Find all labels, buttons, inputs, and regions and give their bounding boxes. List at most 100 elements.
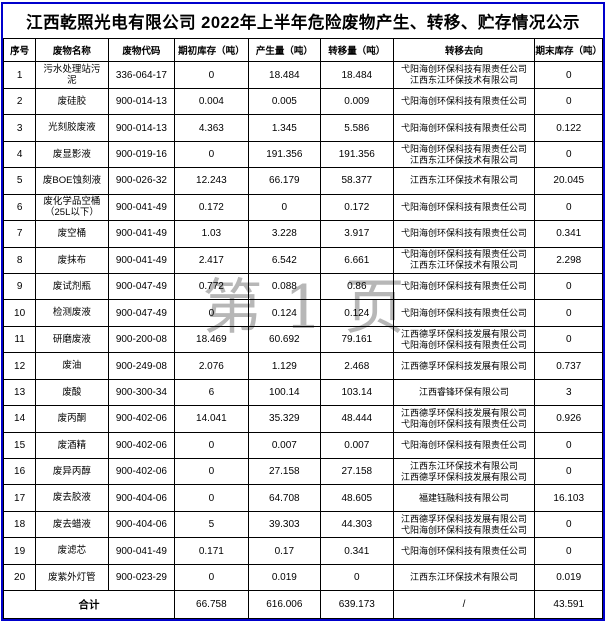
row-number-cell: 19 bbox=[2, 537, 37, 565]
transfer-destination-cell: 弋阳海创环保科技有限责任公司 江西东江环保技术有限公司 bbox=[392, 246, 536, 274]
waste-name-cell: 废酸 bbox=[35, 378, 109, 407]
opening-stock-cell: 1.03 bbox=[174, 220, 249, 248]
page-title: 江西乾照光电有限公司 2022年上半年危险废物产生、转移、贮存情况公示 bbox=[3, 4, 603, 40]
row-number-cell: 15 bbox=[2, 431, 37, 460]
column-header-row: 序号 废物名称 废物代码 期初库存（吨） 产生量（吨） 转移量（吨） 转移去向 … bbox=[2, 38, 603, 63]
opening-stock-cell: 0.171 bbox=[174, 537, 249, 565]
waste-code-cell: 336-064-17 bbox=[107, 61, 176, 89]
waste-code-cell: 900-023-29 bbox=[107, 563, 176, 592]
opening-stock-cell: 0 bbox=[174, 431, 249, 460]
closing-stock-cell: 0 bbox=[534, 140, 603, 169]
transferred-cell: 58.377 bbox=[320, 167, 394, 195]
transferred-cell: 44.303 bbox=[320, 510, 394, 539]
table-row: 10 检测废液 900-047-49 0 0.124 0.124 弋阳海创环保科技有限责任公… bbox=[2, 299, 603, 327]
row-number-cell: 5 bbox=[2, 167, 37, 195]
table-row: 2 废硅胶 900-014-13 0.004 0.005 0.009 弋阳海创环保科技有限责… bbox=[2, 87, 603, 116]
transferred-cell: 48.605 bbox=[320, 484, 394, 512]
opening-stock-cell: 2.076 bbox=[174, 352, 249, 380]
produced-cell: 6.542 bbox=[247, 246, 322, 274]
closing-stock-cell: 0.341 bbox=[534, 220, 603, 248]
destination-company: 弋阳海创环保科技有限责任公司 bbox=[400, 418, 527, 429]
total-closing-cell: 43.591 bbox=[534, 590, 603, 619]
transfer-destination-cell: 江西德孚环保科技发展有限公司 弋阳海创环保科技有限责任公司 bbox=[392, 325, 536, 354]
closing-stock-cell: 0.019 bbox=[534, 563, 603, 592]
table-row: 5 废BOE蚀刻液 900-026-32 12.243 66.179 58.377 江西东江… bbox=[2, 167, 603, 195]
opening-stock-cell: 2.417 bbox=[174, 246, 249, 274]
total-transferred-cell: 639.173 bbox=[320, 590, 394, 619]
waste-name-cell: 废异丙醇 bbox=[35, 458, 109, 486]
col-header-transferred: 转移量（吨） bbox=[320, 38, 394, 63]
col-header-produced: 产生量（吨） bbox=[247, 38, 322, 63]
produced-cell: 0.17 bbox=[247, 537, 322, 565]
transferred-cell: 48.444 bbox=[320, 405, 394, 433]
opening-stock-cell: 0 bbox=[174, 563, 249, 592]
waste-code-cell: 900-041-49 bbox=[107, 537, 176, 565]
transferred-cell: 0.341 bbox=[320, 537, 394, 565]
transfer-destination-cell: 弋阳海创环保科技有限责任公司 bbox=[392, 272, 536, 301]
waste-name-cell: 废去胶液 bbox=[35, 484, 109, 512]
table-row: 13 废酸 900-300-34 6 100.14 103.14 江西睿锋环保有限公司 3 bbox=[2, 378, 603, 407]
blue-frame-border: 江西乾照光电有限公司 2022年上半年危险废物产生、转移、贮存情况公示 序号 废… bbox=[1, 2, 605, 621]
waste-code-cell: 900-014-13 bbox=[107, 114, 176, 142]
col-header-destination: 转移去向 bbox=[392, 38, 536, 63]
waste-name-cell: 废丙酮 bbox=[35, 405, 109, 433]
table-row: 3 光刻胶废液 900-014-13 4.363 1.345 5.586 弋阳海创环保科技有… bbox=[2, 114, 603, 142]
produced-cell: 1.345 bbox=[247, 114, 322, 142]
waste-name-cell: 废化学品空桶（25L以下） bbox=[35, 193, 109, 222]
row-number-cell: 1 bbox=[2, 61, 37, 89]
transferred-cell: 0.007 bbox=[320, 431, 394, 460]
opening-stock-cell: 0.004 bbox=[174, 87, 249, 116]
transfer-destination-cell: 福建钰融科技有限公司 bbox=[392, 484, 536, 512]
produced-cell: 0.019 bbox=[247, 563, 322, 592]
opening-stock-cell: 14.041 bbox=[174, 405, 249, 433]
waste-code-cell: 900-041-49 bbox=[107, 193, 176, 222]
row-number-cell: 16 bbox=[2, 458, 37, 486]
waste-name-cell: 废抹布 bbox=[35, 246, 109, 274]
closing-stock-cell: 0 bbox=[534, 272, 603, 301]
destination-company: 江西东江环保技术有限公司 bbox=[409, 175, 518, 186]
col-header-index: 序号 bbox=[2, 38, 37, 63]
row-number-cell: 4 bbox=[2, 140, 37, 169]
opening-stock-cell: 18.469 bbox=[174, 325, 249, 354]
transferred-cell: 18.484 bbox=[320, 61, 394, 89]
transferred-cell: 0.86 bbox=[320, 272, 394, 301]
row-number-cell: 18 bbox=[2, 510, 37, 539]
table-row: 8 废抹布 900-041-49 2.417 6.542 6.661 弋阳海创环保科技有限责… bbox=[2, 246, 603, 274]
col-header-waste-name: 废物名称 bbox=[35, 38, 109, 63]
transferred-cell: 6.661 bbox=[320, 246, 394, 274]
transfer-destination-cell: 弋阳海创环保科技有限责任公司 bbox=[392, 87, 536, 116]
opening-stock-cell: 0.172 bbox=[174, 193, 249, 222]
transfer-destination-cell: 弋阳海创环保科技有限责任公司 bbox=[392, 299, 536, 327]
opening-stock-cell: 12.243 bbox=[174, 167, 249, 195]
produced-cell: 100.14 bbox=[247, 378, 322, 407]
transfer-destination-cell: 江西东江环保技术有限公司 江西德孚环保科技发展有限公司 bbox=[392, 458, 536, 486]
produced-cell: 3.228 bbox=[247, 220, 322, 248]
waste-name-cell: 废空桶 bbox=[35, 220, 109, 248]
transfer-destination-cell: 江西睿锋环保有限公司 bbox=[392, 378, 536, 407]
waste-code-cell: 900-041-49 bbox=[107, 220, 176, 248]
destination-company: 江西德孚环保科技发展有限公司 bbox=[400, 471, 527, 482]
table-row: 18 废去蜡液 900-404-06 5 39.303 44.303 江西德孚环保科技发展有… bbox=[2, 510, 603, 539]
opening-stock-cell: 5 bbox=[174, 510, 249, 539]
transferred-cell: 0.124 bbox=[320, 299, 394, 327]
closing-stock-cell: 20.045 bbox=[534, 167, 603, 195]
produced-cell: 60.692 bbox=[247, 325, 322, 354]
transfer-destination-cell: 江西东江环保技术有限公司 bbox=[392, 167, 536, 195]
waste-code-cell: 900-014-13 bbox=[107, 87, 176, 116]
destination-company: 弋阳海创环保科技有限责任公司 bbox=[400, 143, 527, 154]
table-body: 江西乾照光电有限公司 2022年上半年危险废物产生、转移、贮存情况公示 序号 废… bbox=[2, 4, 603, 619]
col-header-opening-stock: 期初库存（吨） bbox=[174, 38, 249, 63]
transfer-destination-cell: 弋阳海创环保科技有限责任公司 bbox=[392, 114, 536, 142]
destination-company: 弋阳海创环保科技有限责任公司 bbox=[400, 64, 527, 75]
destination-company: 弋阳海创环保科技有限责任公司 bbox=[400, 339, 527, 350]
table-row: 12 废油 900-249-08 2.076 1.129 2.468 江西德孚环保科技发展有… bbox=[2, 352, 603, 380]
destination-company: 弋阳海创环保科技有限责任公司 bbox=[400, 201, 527, 212]
total-destination-cell: / bbox=[392, 590, 536, 619]
table-row: 17 废去胶液 900-404-06 0 64.708 48.605 福建钰融科技有限公司 1… bbox=[2, 484, 603, 512]
transfer-destination-cell: 弋阳海创环保科技有限责任公司 bbox=[392, 537, 536, 565]
transferred-cell: 2.468 bbox=[320, 352, 394, 380]
waste-code-cell: 900-200-08 bbox=[107, 325, 176, 354]
table-row: 4 废显影液 900-019-16 0 191.356 191.356 弋阳海创环保科技有限… bbox=[2, 140, 603, 169]
closing-stock-cell: 0.737 bbox=[534, 352, 603, 380]
table-row: 19 废滤芯 900-041-49 0.171 0.17 0.341 弋阳海创环保科技有限责… bbox=[2, 537, 603, 565]
